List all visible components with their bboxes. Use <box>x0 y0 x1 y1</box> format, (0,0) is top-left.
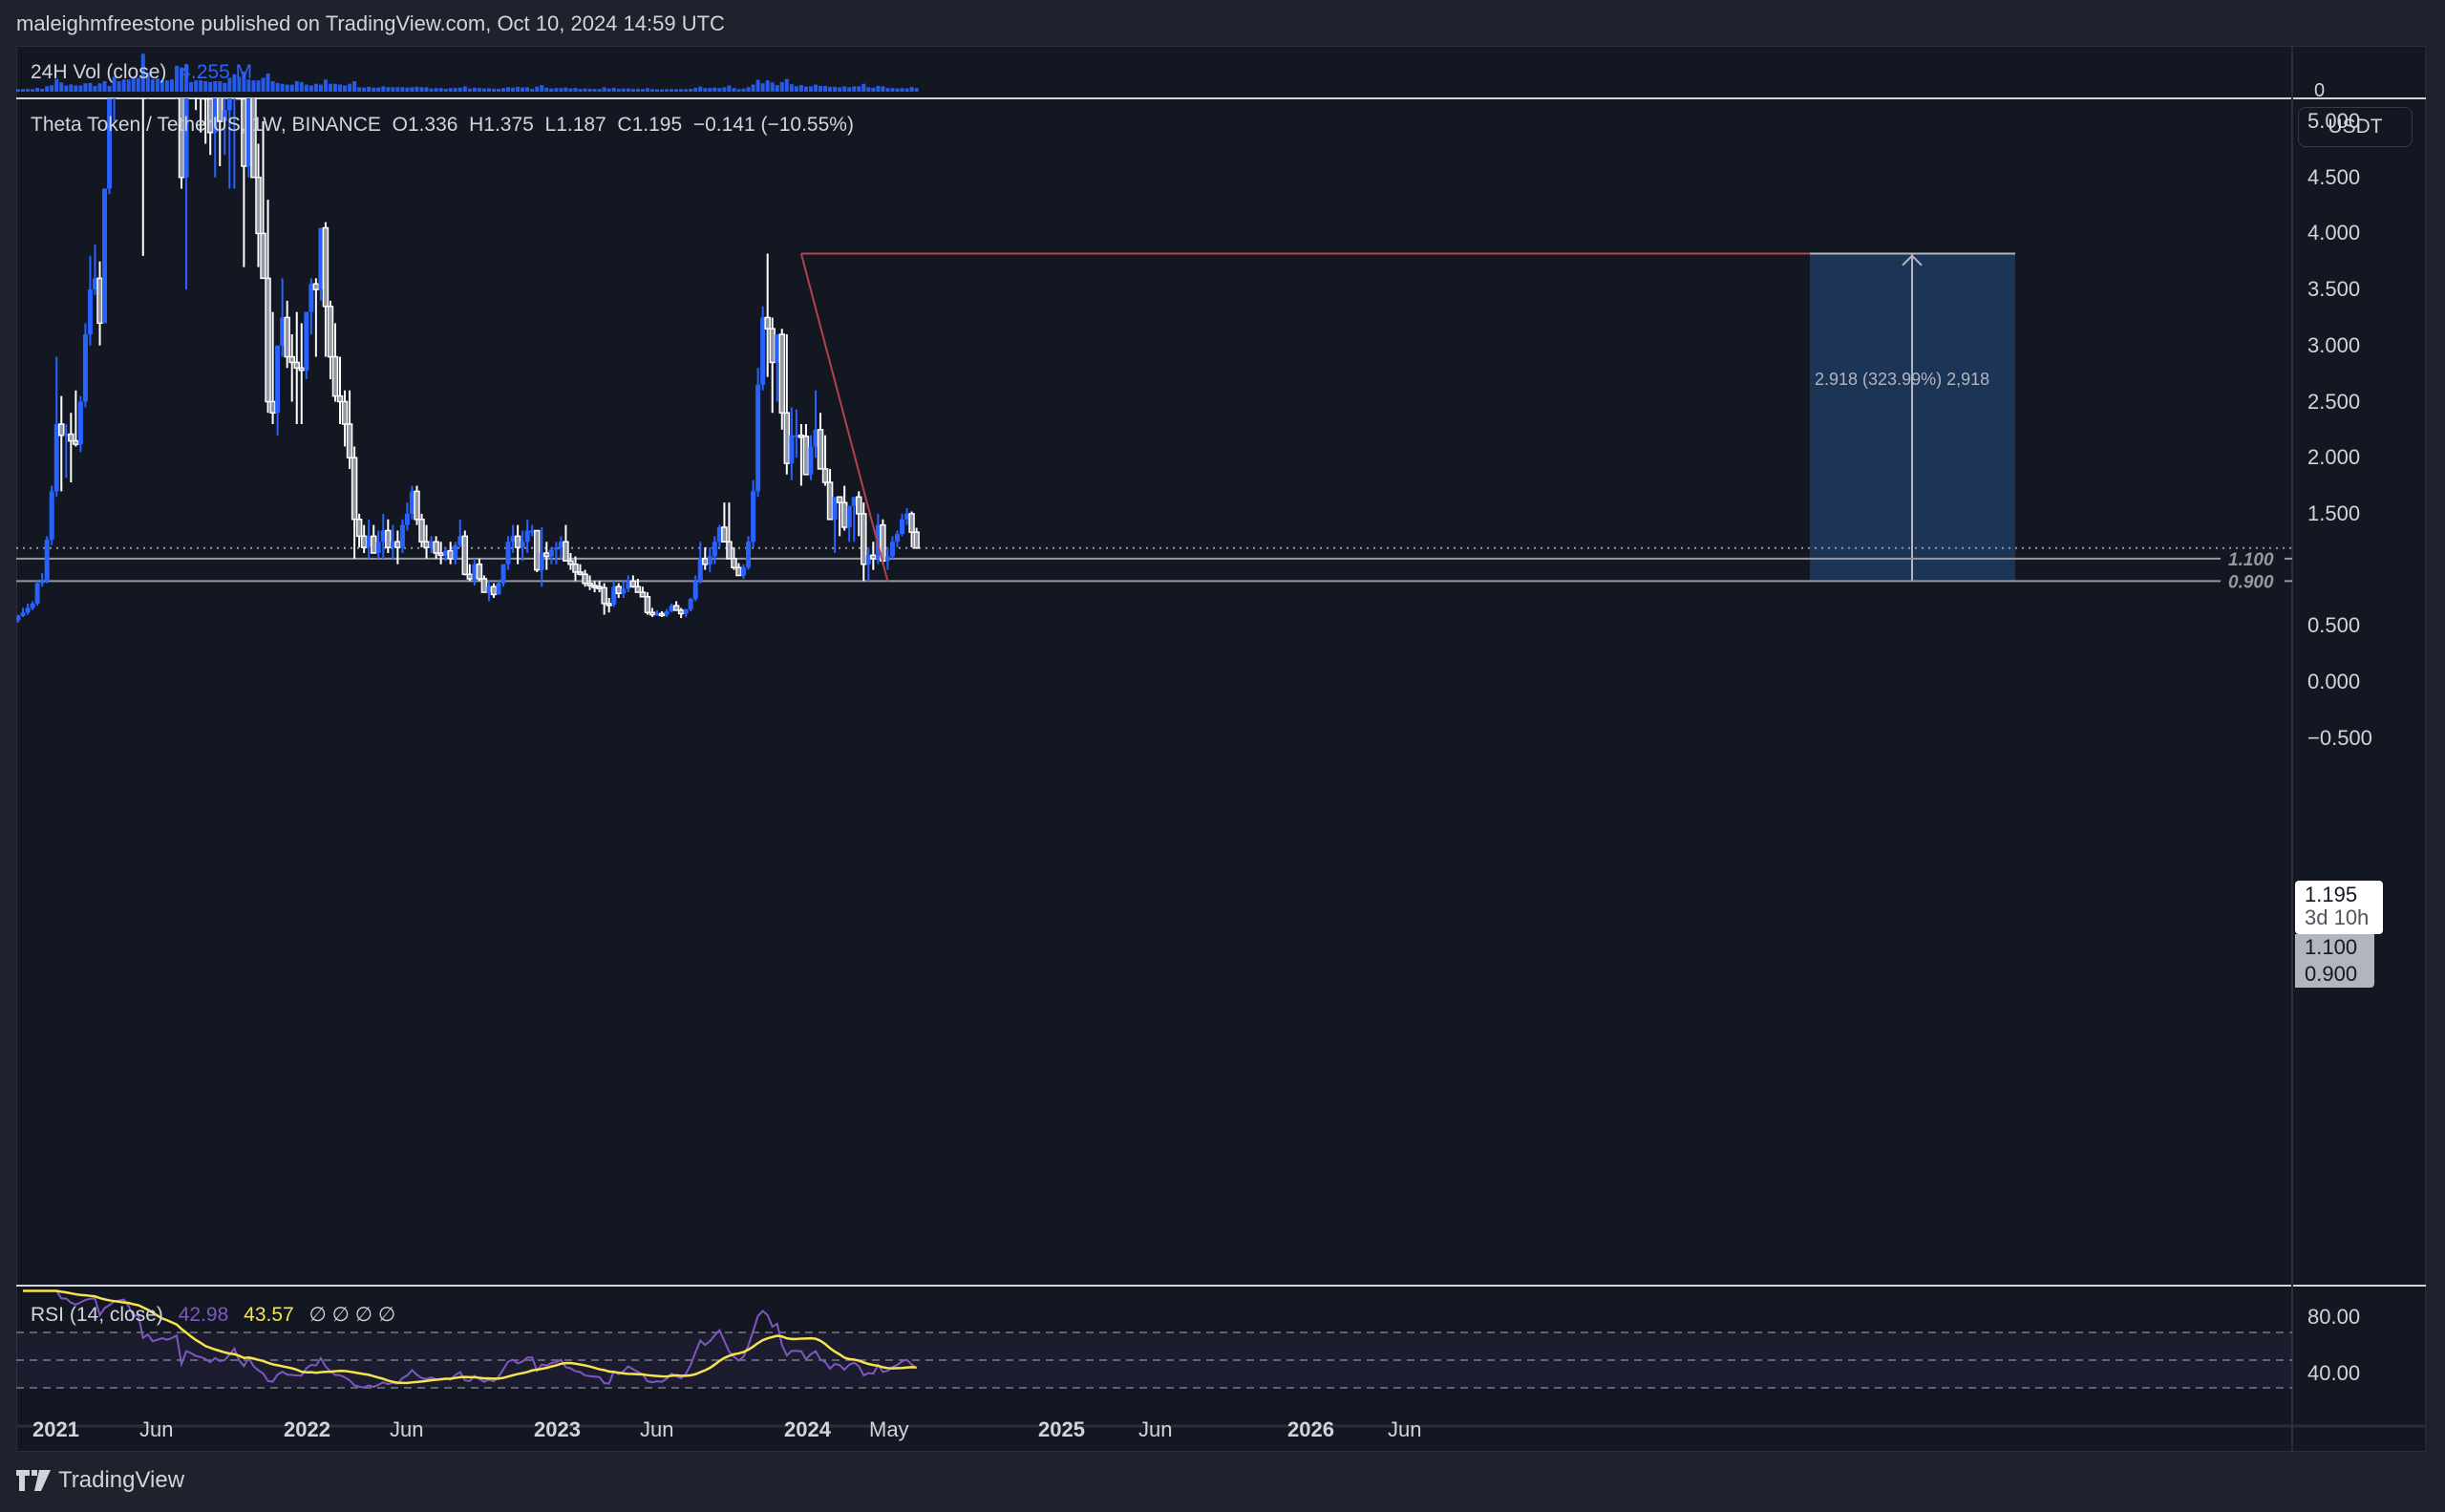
time-axis-label: Jun <box>640 1417 674 1441</box>
rsi-ma-line <box>23 1289 917 1385</box>
ohlc-change: −0.141 (−10.55%) <box>692 114 854 136</box>
ohlc-low: L1.187 <box>544 114 606 136</box>
level-tag-0900: 0.900 <box>2305 962 2358 986</box>
time-axis-label: 2021 <box>32 1417 79 1441</box>
price-axis-label: −0.500 <box>2307 725 2372 750</box>
level-label: 0.900 <box>2228 572 2274 592</box>
level-tag-1100: 1.100 <box>2305 935 2358 959</box>
candles <box>16 98 920 623</box>
time-axis-label: 2025 <box>1038 1417 1085 1441</box>
bar-countdown: 3d 10h <box>2305 905 2370 929</box>
measure-label: 2.918 (323.99%) 2,918 <box>1815 370 1990 389</box>
price-axis-label: 2.500 <box>2307 389 2361 414</box>
currency-button[interactable]: USDT <box>2298 107 2413 147</box>
price-axis-label: 1.500 <box>2307 500 2361 525</box>
price-axis-label: 3.000 <box>2307 332 2361 357</box>
time-axis-label: 2026 <box>1287 1417 1334 1441</box>
rsi-line <box>23 1289 918 1389</box>
price-axis-label: 0.000 <box>2307 670 2361 693</box>
volume-bars <box>16 53 919 92</box>
time-axis-label: 2024 <box>784 1417 831 1441</box>
rsi-axis-40: 40.00 <box>2307 1361 2361 1385</box>
rsi-legend[interactable]: RSI (14, close) 42.98 43.57 ∅ ∅ ∅ ∅ <box>31 1303 395 1327</box>
price-axis-label: 0.500 <box>2307 613 2361 638</box>
rsi-ma-value: 43.57 <box>244 1304 294 1326</box>
rsi-axis-80: 80.00 <box>2307 1305 2361 1329</box>
time-axis-label: Jun <box>139 1417 174 1441</box>
ohlc-high: H1.375 <box>469 114 534 136</box>
time-axis-label: Jun <box>1388 1417 1422 1441</box>
rsi-value: 42.98 <box>178 1304 229 1326</box>
level-label: 1.100 <box>2228 550 2274 570</box>
volume-axis-zero: 0 <box>2314 80 2326 101</box>
price-axis-label: 4.500 <box>2307 164 2361 189</box>
symbol-name: Theta Token / TetherUS, 1W, BINANCE <box>31 114 381 136</box>
price-axis-label: 4.000 <box>2307 221 2361 245</box>
published-header: maleighmfreestone published on TradingVi… <box>16 11 725 35</box>
symbol-legend[interactable]: Theta Token / TetherUS, 1W, BINANCE O1.3… <box>31 114 854 137</box>
tradingview-logo-icon <box>16 1470 51 1491</box>
volume-value: 4.255 M <box>180 61 253 83</box>
rsi-label: RSI (14, close) <box>31 1304 163 1326</box>
chart-frame <box>16 46 2426 1452</box>
rsi-extra-values: ∅ ∅ ∅ ∅ <box>308 1304 396 1326</box>
last-price: 1.195 <box>2305 883 2358 906</box>
price-axis-label: 3.500 <box>2307 277 2361 302</box>
volume-legend: 24H Vol (close) 4.255 M <box>31 61 252 84</box>
tradingview-brand: TradingView <box>58 1467 185 1493</box>
arrow-up-icon <box>1902 254 1923 266</box>
time-axis-label: Jun <box>390 1417 424 1441</box>
last-price-tag: 1.195 3d 10h <box>2295 881 2383 934</box>
volume-label: 24H Vol (close) <box>31 61 167 83</box>
tradingview-logo[interactable]: TradingView <box>16 1467 184 1494</box>
time-axis-label: Jun <box>1138 1417 1173 1441</box>
level-price-tags: 1.100 0.900 <box>2295 934 2374 988</box>
trendline[interactable] <box>799 253 889 582</box>
time-axis-label: May <box>869 1417 909 1441</box>
ohlc-close: C1.195 <box>617 114 683 136</box>
ohlc-open: O1.336 <box>392 114 458 136</box>
time-axis-label: 2022 <box>284 1417 330 1441</box>
time-axis-label: 2023 <box>534 1417 581 1441</box>
price-axis-label: 5.000 <box>2307 109 2361 133</box>
price-axis-label: 2.000 <box>2307 445 2361 470</box>
